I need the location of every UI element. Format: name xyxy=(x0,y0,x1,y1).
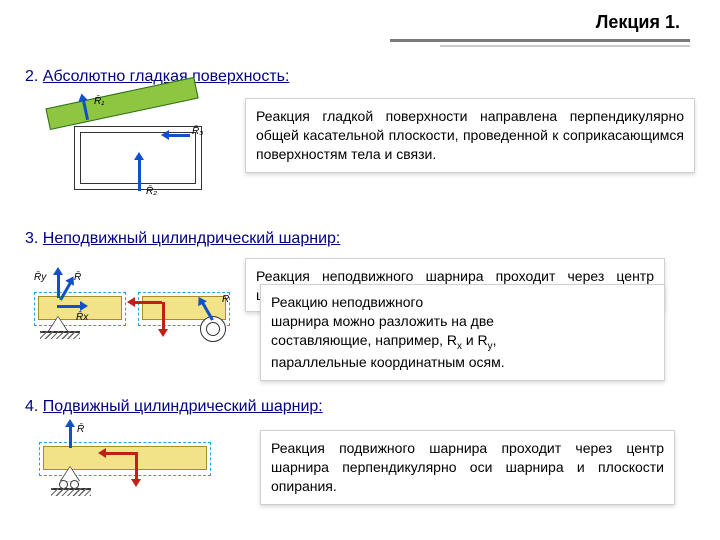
section-3-title: Неподвижный цилиндрический шарнир: xyxy=(43,230,341,247)
sec3-front-line3a: составляющие, например, R xyxy=(271,332,457,348)
fig3-label-r: R̄ xyxy=(77,424,84,435)
fig2-hinge-left xyxy=(49,317,67,331)
fig1-label-r2: R̄₂ xyxy=(146,186,157,197)
sec3-front-line1: Реакцию неподвижного xyxy=(271,294,423,310)
fig2-arrow-red-h xyxy=(134,301,162,304)
fig3-arrow-red-h xyxy=(105,452,135,455)
fig2-label-r: R̄ xyxy=(74,272,81,283)
sec3-front-line2: шарнира можно разложить на две xyxy=(271,313,494,329)
fig1-label-r3: R̄₃ xyxy=(192,126,203,137)
section-2-num: 2. xyxy=(25,68,38,85)
section-4-num: 4. xyxy=(25,398,38,415)
header-rule-2 xyxy=(440,45,690,47)
section-2-text: Реакция гладкой поверхности направлена п… xyxy=(245,98,695,173)
figure-movable-hinge: R̄ xyxy=(35,438,225,498)
section-4-heading: 4. Подвижный цилиндрический шарнир: xyxy=(25,398,323,416)
fig2-label-r-right: R xyxy=(222,294,229,305)
fig1-arrow-r2 xyxy=(138,159,141,191)
sec3-front-line4: параллельные координатным осям. xyxy=(271,354,505,370)
fig2-arrow-rx xyxy=(57,305,81,308)
figure-fixed-hinge: R̄y R̄ R̄x R xyxy=(30,272,230,352)
fig2-hatch-left xyxy=(40,331,80,339)
sec3-front-line3c: , xyxy=(493,332,497,348)
section-3-num: 3. xyxy=(25,230,38,247)
fig3-arrow-red-v xyxy=(135,452,138,480)
page-header: Лекция 1. xyxy=(390,12,690,47)
section-3-text-front: Реакцию неподвижного шарнира можно разло… xyxy=(260,284,665,381)
fig3-hatch xyxy=(51,488,91,496)
section-3-heading: 3. Неподвижный цилиндрический шарнир: xyxy=(25,230,340,248)
fig1-label-r1: R̄₁ xyxy=(94,96,104,107)
fig3-arrow-r xyxy=(69,426,72,448)
section-4-text: Реакция подвижного шарнира проходит чере… xyxy=(260,430,675,505)
fig2-circle-inner xyxy=(206,322,220,336)
fig1-arrow-r3 xyxy=(168,134,190,137)
fig3-hinge xyxy=(61,467,79,481)
fig2-label-ry: R̄y xyxy=(34,272,46,283)
figure-smooth-surface: R̄₁ R̄₃ R̄₂ xyxy=(40,104,210,199)
section-2-heading: 2. Абсолютно гладкая поверхность: xyxy=(25,68,289,86)
fig2-arrow-ry xyxy=(57,274,60,298)
fig2-label-rx: R̄x xyxy=(76,312,88,323)
lecture-title: Лекция 1. xyxy=(390,12,690,33)
section-4-title: Подвижный цилиндрический шарнир: xyxy=(43,398,323,415)
fig2-arrow-red-v xyxy=(162,302,165,330)
header-rule-1 xyxy=(390,39,690,42)
page: Лекция 1. 2. Абсолютно гладкая поверхнос… xyxy=(0,0,720,540)
sec3-front-line3b: и R xyxy=(462,332,488,348)
